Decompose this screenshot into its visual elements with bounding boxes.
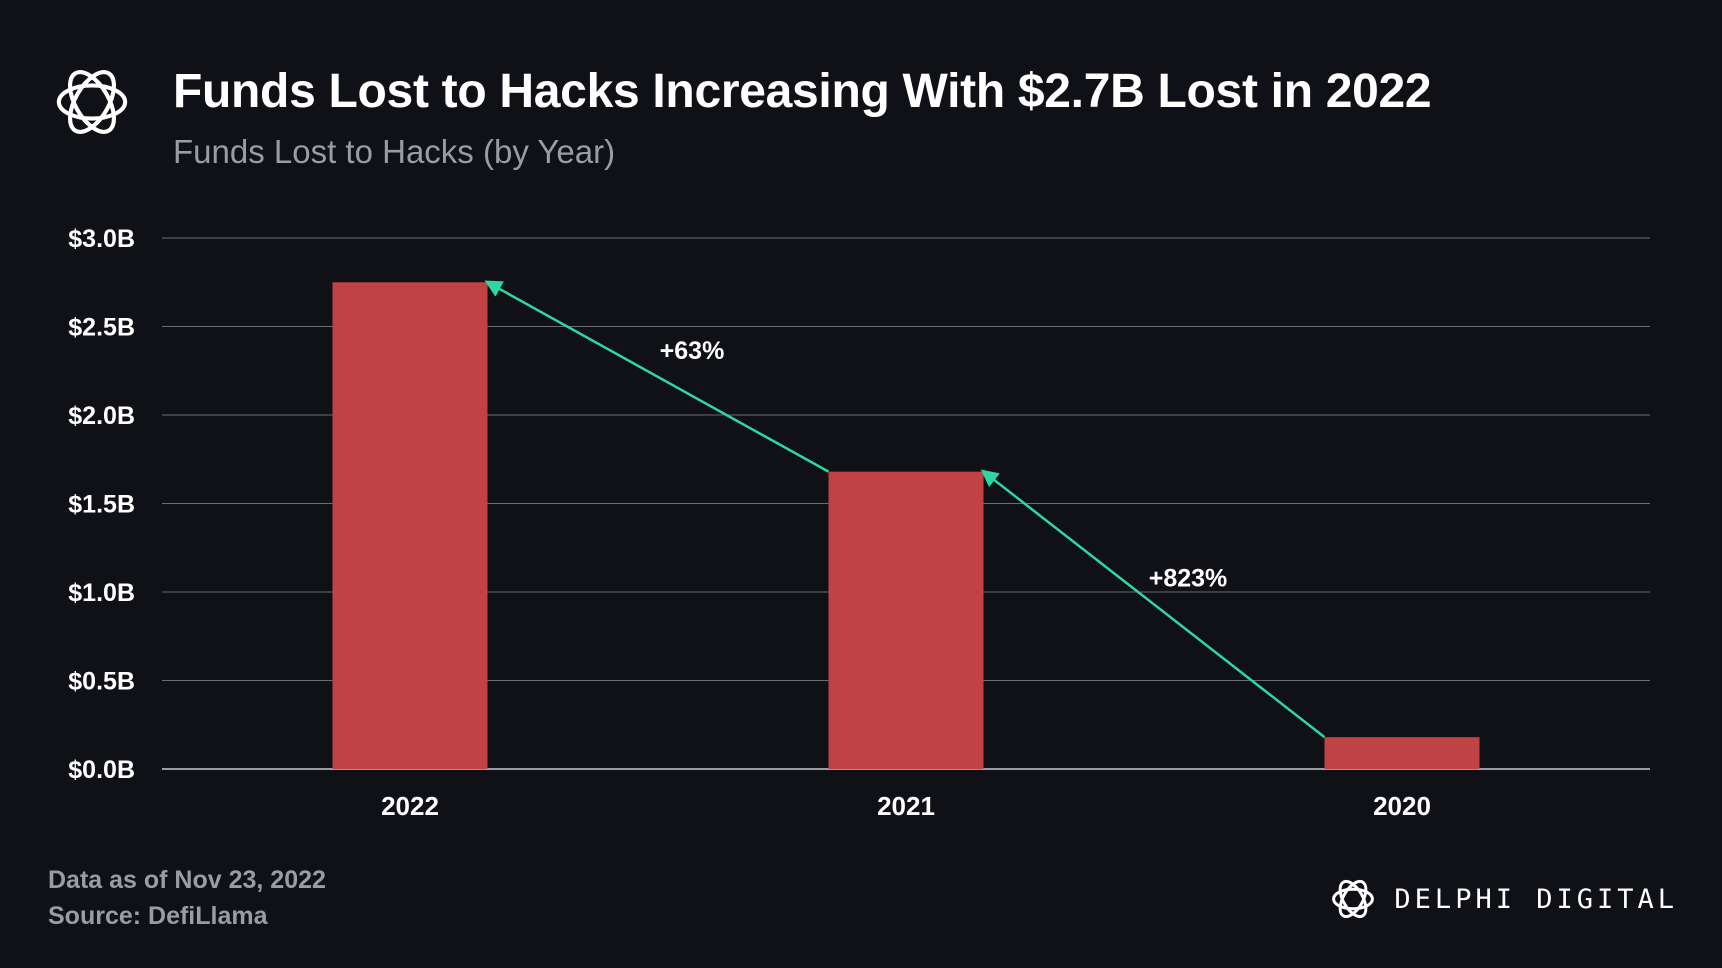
bar-2020 bbox=[1324, 737, 1480, 769]
x-tick-label: 2022 bbox=[381, 791, 439, 821]
growth-arrow bbox=[980, 469, 1326, 739]
chart-title: Funds Lost to Hacks Increasing With $2.7… bbox=[173, 65, 1432, 118]
data-date-note: Data as of Nov 23, 2022 bbox=[48, 866, 326, 894]
y-tick-label: $2.0B bbox=[68, 402, 135, 430]
bars bbox=[332, 282, 1480, 769]
x-tick-label: 2020 bbox=[1373, 791, 1431, 821]
delphi-knot-icon bbox=[56, 70, 128, 134]
chart-subtitle: Funds Lost to Hacks (by Year) bbox=[173, 133, 616, 170]
brand-logo: DELPHI DIGITAL bbox=[1326, 872, 1678, 926]
growth-label: +63% bbox=[660, 337, 725, 365]
x-tick-label: 2021 bbox=[877, 791, 935, 821]
y-tick-label: $1.0B bbox=[68, 579, 135, 607]
data-source-note: Source: DefiLlama bbox=[48, 902, 268, 930]
y-tick-label: $0.5B bbox=[68, 668, 135, 696]
y-tick-label: $0.0B bbox=[68, 756, 135, 784]
growth-arrow bbox=[484, 280, 830, 473]
x-axis-ticks: 2022 2021 2020 bbox=[381, 791, 1431, 821]
growth-label: +823% bbox=[1149, 564, 1228, 592]
brand-name: DELPHI DIGITAL bbox=[1394, 883, 1678, 915]
y-tick-label: $2.5B bbox=[68, 314, 135, 342]
y-tick-label: $1.5B bbox=[68, 491, 135, 519]
y-tick-label: $3.0B bbox=[68, 225, 135, 253]
delphi-knot-icon bbox=[1332, 879, 1375, 919]
bar-2021 bbox=[828, 471, 984, 769]
bar-2022 bbox=[332, 282, 488, 769]
growth-annotations: +63% +823% bbox=[484, 280, 1326, 739]
y-axis-ticks: $0.0B $0.5B $1.0B $1.5B $2.0B $2.5B $3.0B bbox=[68, 225, 135, 784]
